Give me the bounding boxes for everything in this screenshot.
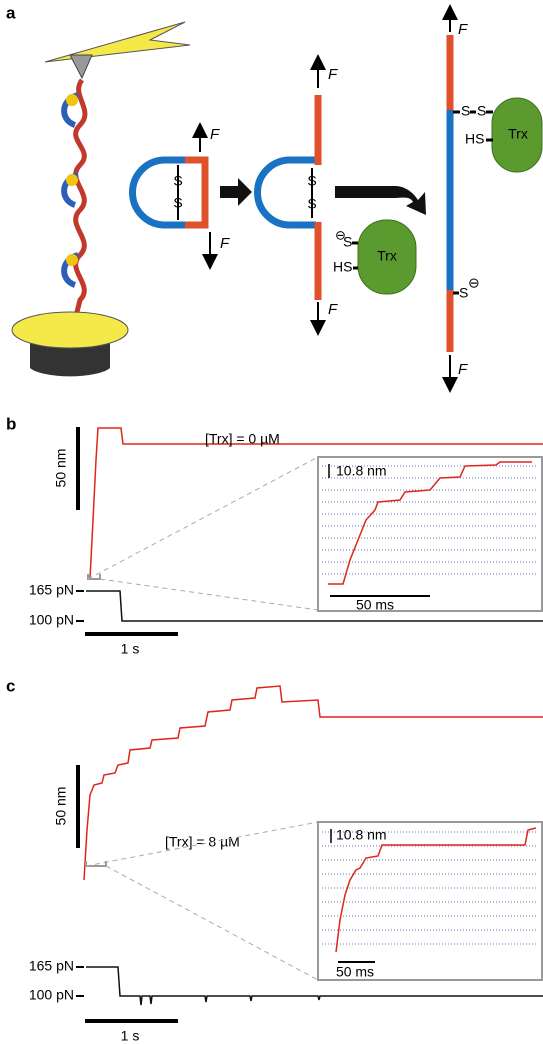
trx-label: Trx <box>508 126 528 142</box>
panel-a: a S S F F S S F F Trx <box>6 3 543 393</box>
inset-time: 50 ms <box>356 597 394 613</box>
thiol: HS <box>333 259 352 275</box>
trx-protein <box>357 219 417 295</box>
panel-label: b <box>6 414 16 433</box>
sulfur: S <box>461 103 470 119</box>
panel-label: a <box>6 3 16 22</box>
sulfur: S <box>173 173 182 189</box>
thiolate: S <box>459 285 468 301</box>
force-label: F <box>458 21 468 38</box>
scale-bar-label: 50 nm <box>53 449 69 488</box>
force-low: 100 pN <box>29 987 74 1003</box>
inset-step: 10.8 nm <box>336 827 387 843</box>
charge: ⊖ <box>468 275 480 291</box>
thiol: HS <box>465 131 484 147</box>
time-bar-label: 1 s <box>121 1028 140 1044</box>
scale-bar-label: 50 nm <box>53 787 69 826</box>
time-bar-label: 1 s <box>121 641 140 657</box>
panel-label: c <box>6 676 15 695</box>
trx-label: Trx <box>377 248 397 264</box>
sulfur: S <box>173 195 182 211</box>
force-low: 100 pN <box>29 612 74 628</box>
force-label: F <box>458 361 468 378</box>
condition: [Trx] = 8 µM <box>165 834 240 850</box>
inset-time: 50 ms <box>336 964 374 980</box>
force-high: 165 pN <box>29 958 74 974</box>
panel-c: c 50 nm [Trx] = 8 µM 10.8 nm 50 ms 165 p… <box>6 676 543 1044</box>
thiolate: S <box>343 234 352 250</box>
panel-b: b 50 nm [Trx] = 0 µM 10.8 nm 50 ms 165 p… <box>6 414 543 657</box>
condition: [Trx] = 0 µM <box>205 431 280 447</box>
force-label: F <box>328 66 338 83</box>
sulfur: S <box>307 196 316 212</box>
trx-protein <box>491 97 543 173</box>
force-label: F <box>328 301 338 318</box>
sulfur: S <box>307 173 316 189</box>
protein-chain <box>61 78 88 321</box>
force-label: F <box>210 126 220 143</box>
force-high: 165 pN <box>29 582 74 598</box>
force-label: F <box>220 235 230 252</box>
charge: ⊖ <box>335 227 346 242</box>
inset-step: 10.8 nm <box>336 463 387 479</box>
sulfur: S <box>477 103 486 119</box>
